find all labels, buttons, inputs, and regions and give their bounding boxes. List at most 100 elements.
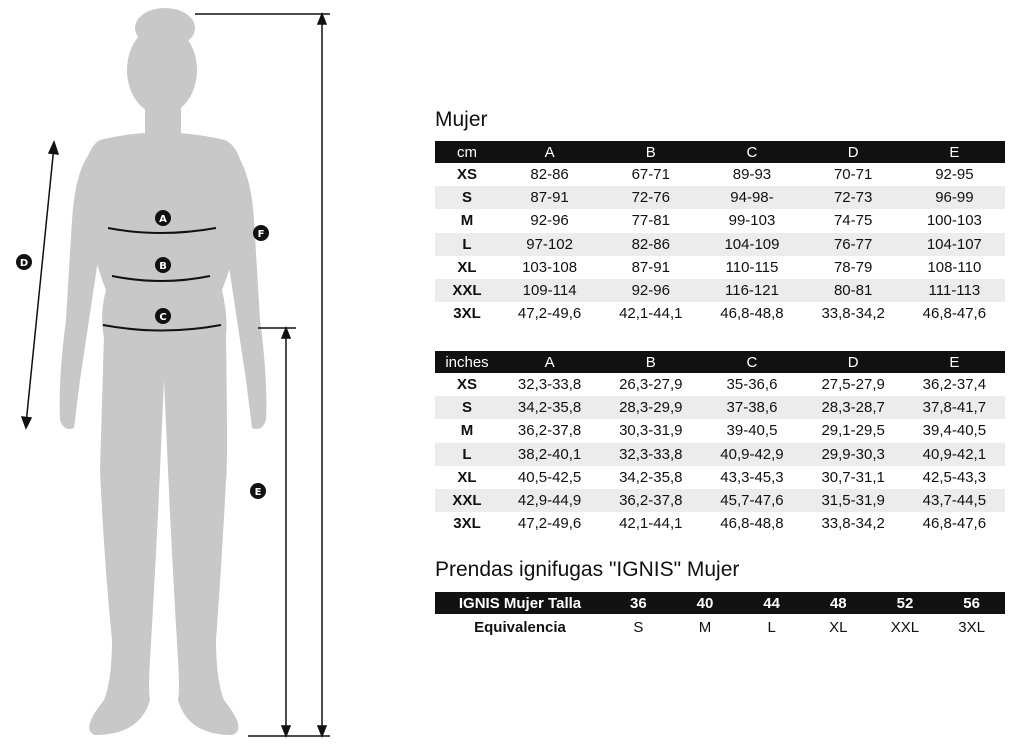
table-cell: 36,2-37,4 xyxy=(922,376,987,394)
table-cell: XXL xyxy=(890,618,920,636)
table-row: M 36,2-37,8 30,3-31,9 39-40,5 29,1-29,5 … xyxy=(435,419,1005,442)
table-cell: 82-86 xyxy=(530,166,569,184)
table-row: S 34,2-35,8 28,3-29,9 37-38,6 28,3-28,7 … xyxy=(435,396,1005,420)
table-cell: L xyxy=(767,618,776,636)
table-cell: 94-98- xyxy=(701,186,803,210)
table-cell: 30,3-31,9 xyxy=(619,422,683,440)
table-cell: 42,1-44,1 xyxy=(619,305,683,323)
table-cell: 92-96 xyxy=(600,278,702,303)
marker-d: D xyxy=(16,254,32,270)
table-cell: 40,9-42,9 xyxy=(701,442,803,466)
table-cell: 29,9-30,3 xyxy=(802,442,904,466)
talla-header: 40 xyxy=(671,592,739,614)
table-header-row: inches A B C D E xyxy=(435,351,1005,373)
size-label: XXL xyxy=(435,278,499,303)
table-cell: 45,7-47,6 xyxy=(701,488,803,513)
table-cell: 34,2-35,8 xyxy=(499,396,601,420)
table-cell: 74-75 xyxy=(833,212,873,230)
table-cell: 38,2-40,1 xyxy=(499,442,601,466)
table-cell: 111-113 xyxy=(903,278,1005,303)
table-cell: 42,9-44,9 xyxy=(499,488,601,513)
column-header: C xyxy=(701,351,803,373)
table-cell: 97-102 xyxy=(499,232,601,256)
talla-header: 52 xyxy=(871,592,939,614)
table-row: XS 82-86 67-71 89-93 70-71 92-95 xyxy=(435,163,1005,186)
table-cell: 46,8-48,8 xyxy=(720,515,784,533)
band-a xyxy=(107,227,217,234)
talla-header: 56 xyxy=(938,592,1005,614)
table-row: L 38,2-40,1 32,3-33,8 40,9-42,9 29,9-30,… xyxy=(435,442,1005,466)
mujer-title: Mujer xyxy=(435,108,488,131)
size-label: XL xyxy=(457,468,477,486)
table-cell: 100-103 xyxy=(926,212,982,230)
size-label: XL xyxy=(457,258,477,276)
unit-header: cm xyxy=(435,141,499,163)
column-header: B xyxy=(600,141,702,163)
table-row: XL 103-108 87-91 110-115 78-79 108-110 xyxy=(435,256,1005,279)
table-cell: 43,7-44,5 xyxy=(903,488,1005,513)
talla-header: 36 xyxy=(605,592,672,614)
table-cell: 27,5-27,9 xyxy=(821,376,885,394)
svg-text:C: C xyxy=(159,312,166,323)
table-cell: 40,5-42,5 xyxy=(517,468,582,486)
table-cell: 110-115 xyxy=(725,258,779,276)
table-cell: M xyxy=(698,618,712,636)
svg-text:D: D xyxy=(20,258,28,269)
size-label: M xyxy=(460,422,474,440)
size-label: XXL xyxy=(435,488,499,513)
table-cell: 31,5-31,9 xyxy=(802,488,904,513)
table-row: XL 40,5-42,5 34,2-35,8 43,3-45,3 30,7-31… xyxy=(435,466,1005,489)
size-label: XS xyxy=(456,166,477,184)
column-header: E xyxy=(903,351,1005,373)
svg-text:F: F xyxy=(258,229,265,240)
table-cell: 37-38,6 xyxy=(701,396,803,420)
table-cell: 30,7-31,1 xyxy=(821,468,885,486)
marker-a: A xyxy=(155,210,171,226)
column-header: A xyxy=(499,351,601,373)
table-cell: 29,1-29,5 xyxy=(821,422,885,440)
table-cell: 26,3-27,9 xyxy=(619,376,683,394)
band-c xyxy=(102,324,222,332)
table-cell: 3XL xyxy=(958,618,985,636)
size-label: L xyxy=(435,232,499,256)
table-cell: 42,1-44,1 xyxy=(619,515,683,533)
table-row: XXL 42,9-44,9 36,2-37,8 45,7-47,6 31,5-3… xyxy=(435,488,1005,513)
size-label: XS xyxy=(456,376,477,394)
table-row: 3XL 47,2-49,6 42,1-44,1 46,8-48,8 33,8-3… xyxy=(435,512,1005,535)
table-cell: 87-91 xyxy=(631,258,670,276)
equivalencia-label: Equivalencia xyxy=(474,618,566,636)
table-cell: 33,8-34,2 xyxy=(821,305,885,323)
table-cell: 70-71 xyxy=(833,166,873,184)
table-cell: 32,3-33,8 xyxy=(600,442,702,466)
table-cell: 116-121 xyxy=(701,278,803,303)
table-cell: 33,8-34,2 xyxy=(821,515,885,533)
measurement-lines xyxy=(20,11,330,739)
table-cell: 37,8-41,7 xyxy=(903,396,1005,420)
size-label: 3XL xyxy=(453,305,481,323)
table-cell: 96-99 xyxy=(903,186,1005,210)
table-cell: 36,2-37,8 xyxy=(600,488,702,513)
size-label: L xyxy=(435,442,499,466)
table-cell: 76-77 xyxy=(802,232,904,256)
table-row: M 92-96 77-81 99-103 74-75 100-103 xyxy=(435,209,1005,232)
table-cell: 92-96 xyxy=(530,212,569,230)
unit-header: inches xyxy=(435,351,499,373)
table-cell: 46,8-47,6 xyxy=(922,515,987,533)
table-cell: 92-95 xyxy=(935,166,974,184)
column-header: A xyxy=(499,141,601,163)
table-row: S 87-91 72-76 94-98- 72-73 96-99 xyxy=(435,186,1005,210)
table-cell: 42,5-43,3 xyxy=(922,468,987,486)
table-cell: 39-40,5 xyxy=(726,422,778,440)
female-silhouette xyxy=(59,8,267,735)
table-cell: 72-76 xyxy=(600,186,702,210)
ignis-equivalence-table: IGNIS Mujer Talla 36 40 44 48 52 56 Equi… xyxy=(435,592,1005,640)
table-cell: 72-73 xyxy=(802,186,904,210)
table-header-row: cm A B C D E xyxy=(435,141,1005,163)
table-cell: 78-79 xyxy=(833,258,873,276)
table-cell: 109-114 xyxy=(499,278,601,303)
table-cell: 80-81 xyxy=(802,278,904,303)
table-cell: 39,4-40,5 xyxy=(922,422,987,440)
marker-e: E xyxy=(250,483,266,499)
column-header: E xyxy=(903,141,1005,163)
table-row: L 97-102 82-86 104-109 76-77 104-107 xyxy=(435,232,1005,256)
